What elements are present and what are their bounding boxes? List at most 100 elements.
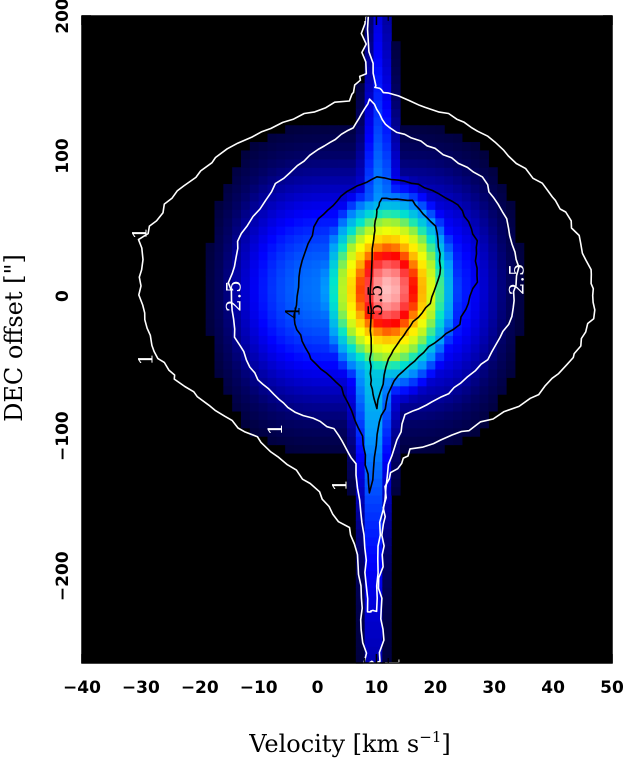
- heatmap-cell: [347, 167, 357, 177]
- heatmap-cell: [338, 410, 348, 420]
- heatmap-cell: [338, 377, 348, 387]
- heatmap-cell: [488, 251, 498, 261]
- heatmap-cell: [320, 184, 330, 194]
- heatmap-cell: [453, 310, 463, 320]
- heatmap-cell: [232, 284, 242, 294]
- heatmap-cell: [373, 268, 383, 278]
- heatmap-cell: [205, 293, 216, 303]
- heatmap-cell: [488, 175, 498, 185]
- heatmap-cell: [417, 436, 428, 446]
- heatmap-cell: [453, 192, 463, 202]
- heatmap-cell: [400, 175, 410, 185]
- heatmap-cell: [479, 335, 489, 345]
- heatmap-cell: [355, 461, 366, 471]
- heatmap-cell: [470, 301, 481, 311]
- heatmap-cell: [320, 226, 330, 236]
- heatmap-cell: [355, 570, 366, 580]
- heatmap-cell: [285, 234, 295, 244]
- heatmap-cell: [329, 158, 339, 168]
- heatmap-cell: [276, 242, 286, 252]
- heatmap-cell: [506, 242, 516, 252]
- heatmap-cell: [355, 528, 366, 538]
- heatmap-cell: [391, 469, 401, 479]
- heatmap-cell: [382, 553, 392, 563]
- heatmap-cell: [294, 335, 304, 345]
- x-axis-title: Velocity [km s−1]: [248, 728, 451, 758]
- heatmap-cell: [258, 268, 269, 278]
- heatmap-cell: [444, 268, 454, 278]
- heatmap-cell: [355, 646, 366, 656]
- heatmap-cell: [506, 268, 516, 278]
- heatmap-cell: [426, 394, 436, 404]
- heatmap-cell: [400, 343, 410, 353]
- heatmap-cell: [391, 360, 401, 370]
- heatmap-cell: [311, 192, 322, 202]
- heatmap-cell: [435, 133, 445, 143]
- heatmap-cell: [408, 293, 419, 303]
- heatmap-cell: [302, 343, 313, 353]
- heatmap-cell: [241, 158, 251, 168]
- heatmap-cell: [347, 301, 357, 311]
- heatmap-cell: [382, 83, 392, 93]
- heatmap-cell: [294, 352, 304, 362]
- heatmap-cell: [302, 394, 313, 404]
- heatmap-cell: [249, 259, 260, 269]
- heatmap-cell: [444, 242, 454, 252]
- heatmap-cell: [347, 402, 357, 412]
- heatmap-cell: [373, 528, 383, 538]
- heatmap-cell: [364, 83, 375, 93]
- heatmap-cell: [417, 150, 428, 160]
- heatmap-cell: [461, 175, 472, 185]
- heatmap-cell: [497, 200, 507, 210]
- heatmap-cell: [453, 242, 463, 252]
- heatmap-cell: [241, 167, 251, 177]
- heatmap-cell: [285, 318, 295, 328]
- heatmap-cell: [249, 377, 260, 387]
- heatmap-cell: [320, 125, 330, 135]
- heatmap-cell: [294, 436, 304, 446]
- heatmap-cell: [426, 301, 436, 311]
- heatmap-cell: [382, 66, 392, 76]
- heatmap-cell: [373, 318, 383, 328]
- heatmap-cell: [470, 158, 481, 168]
- heatmap-cell: [400, 125, 410, 135]
- heatmap-cell: [249, 150, 260, 160]
- heatmap-cell: [391, 234, 401, 244]
- heatmap-cell: [382, 284, 392, 294]
- heatmap-cell: [453, 343, 463, 353]
- heatmap-cell: [267, 276, 277, 286]
- heatmap-cell: [382, 595, 392, 605]
- heatmap-cell: [461, 184, 472, 194]
- heatmap-cell: [408, 259, 419, 269]
- heatmap-cell: [479, 209, 489, 219]
- heatmap-cell: [285, 360, 295, 370]
- heatmap-cell: [373, 503, 383, 513]
- heatmap-cell: [338, 427, 348, 437]
- heatmap-cell: [444, 226, 454, 236]
- heatmap-cell: [479, 377, 489, 387]
- heatmap-cell: [311, 377, 322, 387]
- heatmap-cell: [276, 377, 286, 387]
- heatmap-cell: [329, 268, 339, 278]
- heatmap-cell: [258, 259, 269, 269]
- heatmap-cell: [311, 167, 322, 177]
- heatmap-cell: [382, 587, 392, 597]
- heatmap-cell: [408, 335, 419, 345]
- heatmap-cell: [311, 234, 322, 244]
- x-axis: −40 −30 −20 −10 0 10 20 30 40 50: [63, 16, 624, 698]
- heatmap-cell: [241, 301, 251, 311]
- heatmap-cell: [373, 91, 383, 101]
- heatmap-cell: [214, 343, 224, 353]
- heatmap-cell: [382, 167, 392, 177]
- heatmap-cell: [479, 184, 489, 194]
- heatmap-cell: [382, 217, 392, 227]
- heatmap-cell: [232, 377, 242, 387]
- contour-label: 1: [328, 479, 352, 492]
- heatmap-cell: [285, 200, 295, 210]
- heatmap-cell: [249, 242, 260, 252]
- heatmap-cell: [214, 284, 224, 294]
- heatmap-cell: [276, 436, 286, 446]
- heatmap-cell: [329, 335, 339, 345]
- heatmap-cell: [470, 251, 481, 261]
